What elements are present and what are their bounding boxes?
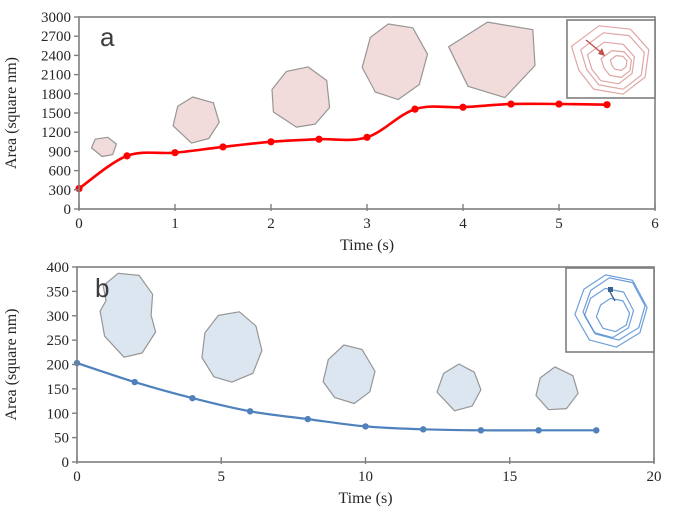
y-tick-label: 3000 (41, 10, 71, 26)
y-axis: 0 300 600 900 1200 1500 1800 2100 2400 2700 3000 (41, 10, 79, 218)
x-axis: 0 5 10 15 20 (73, 457, 662, 485)
inset-contour-ring (595, 297, 631, 333)
data-point-marker (131, 378, 138, 386)
data-point-marker (246, 408, 254, 415)
data-point-marker (315, 135, 323, 143)
inset-contour-ring (609, 55, 628, 71)
series-line (75, 361, 598, 432)
data-point-marker (420, 426, 427, 433)
x-tick-label: 2 (267, 216, 275, 232)
inset-contour-ring (600, 50, 632, 78)
y-tick-label: 50 (54, 431, 69, 447)
x-tick-label: 5 (555, 216, 563, 232)
panel-a: 0 300 600 900 1200 1500 1800 2100 2400 2700 3000 0 1… (3, 10, 659, 254)
y-tick-label: 100 (47, 406, 70, 422)
x-tick-label: 20 (647, 469, 662, 485)
data-point-marker (535, 427, 542, 434)
y-axis-title: Area (square nm) (3, 57, 20, 169)
data-point-marker (362, 423, 369, 430)
y-tick-label: 350 (47, 284, 70, 300)
data-point-marker (267, 138, 275, 146)
data-point-marker (171, 149, 179, 157)
data-point-marker (603, 101, 611, 109)
data-point-marker (593, 427, 600, 434)
y-tick-label: 1200 (41, 125, 71, 141)
domain-snapshot-polygon (90, 136, 117, 158)
y-tick-label: 0 (64, 202, 72, 218)
y-axis: 0 50 100 150 200 250 300 350 400 (47, 260, 77, 471)
data-point-marker (411, 105, 419, 113)
data-point-marker (123, 152, 131, 160)
domain-snapshot-polygon (448, 21, 536, 99)
inset-dot-icon (608, 287, 613, 292)
x-axis: 0 1 2 3 4 5 6 (75, 204, 659, 232)
y-axis-title: Area (square nm) (3, 309, 20, 421)
x-tick-label: 0 (75, 216, 83, 232)
contour-overlay-inset (566, 19, 656, 99)
contour-overlay-inset (565, 267, 655, 353)
domain-snapshot-polygon (201, 311, 263, 383)
panel-letter: b (95, 273, 109, 303)
domain-snapshot-polygon (271, 66, 331, 128)
series-markers (75, 100, 611, 193)
inset-contour-ring (574, 274, 648, 348)
data-point-marker (507, 100, 515, 108)
panel-b: 0 50 100 150 200 250 300 350 400 0 5 10 15 20 Time (s)… (3, 260, 662, 507)
domain-snapshot-polygon (99, 272, 157, 358)
inset-border (565, 267, 655, 353)
x-tick-label: 5 (218, 469, 226, 485)
series-markers (73, 359, 600, 434)
y-tick-label: 200 (47, 358, 70, 374)
y-tick-label: 2400 (41, 48, 71, 64)
data-point-marker (363, 133, 371, 141)
series-line (77, 102, 609, 190)
y-tick-label: 300 (47, 309, 70, 325)
inset-contour-ring (582, 277, 646, 341)
y-tick-label: 900 (49, 144, 72, 160)
panel-letter: a (100, 22, 115, 52)
y-tick-label: 1800 (41, 87, 71, 103)
x-tick-label: 10 (358, 469, 373, 485)
y-tick-label: 150 (47, 382, 70, 398)
inset-dot-leader (609, 291, 616, 302)
data-point-marker (304, 415, 311, 423)
domain-snapshot-polygon (436, 363, 482, 412)
x-axis-title: Time (s) (340, 237, 394, 254)
x-tick-label: 6 (651, 216, 659, 232)
inset-contour-ring (580, 32, 645, 90)
y-tick-label: 400 (47, 260, 70, 276)
y-tick-label: 250 (47, 333, 70, 349)
y-tick-label: 0 (62, 455, 70, 471)
data-point-marker (459, 103, 467, 111)
data-point-marker (555, 100, 563, 108)
y-tick-label: 600 (49, 164, 72, 180)
inset-contour-ring (583, 287, 635, 339)
x-tick-label: 1 (171, 216, 179, 232)
y-tick-label: 2700 (41, 29, 71, 45)
inset-contour-ring (570, 25, 650, 95)
domain-snapshot-polygon (535, 366, 579, 411)
x-axis-title: Time (s) (338, 490, 392, 507)
x-tick-label: 3 (363, 216, 371, 232)
inset-arrowhead-icon (598, 48, 605, 56)
domain-snapshot-polygon (172, 96, 220, 144)
domain-snapshot-sketches (90, 21, 536, 158)
x-tick-label: 4 (459, 216, 467, 232)
data-point-marker (477, 427, 485, 434)
x-tick-label: 0 (73, 469, 81, 485)
x-tick-label: 15 (502, 469, 517, 485)
domain-snapshot-polygon (361, 23, 429, 101)
domain-snapshot-polygon (322, 344, 376, 405)
y-tick-label: 1500 (41, 106, 71, 122)
y-tick-label: 300 (49, 183, 72, 199)
data-point-marker (189, 394, 196, 402)
inset-contour-ring (586, 41, 635, 85)
y-tick-label: 2100 (41, 68, 71, 84)
data-point-marker (219, 143, 227, 151)
domain-snapshot-sketches (99, 272, 579, 412)
